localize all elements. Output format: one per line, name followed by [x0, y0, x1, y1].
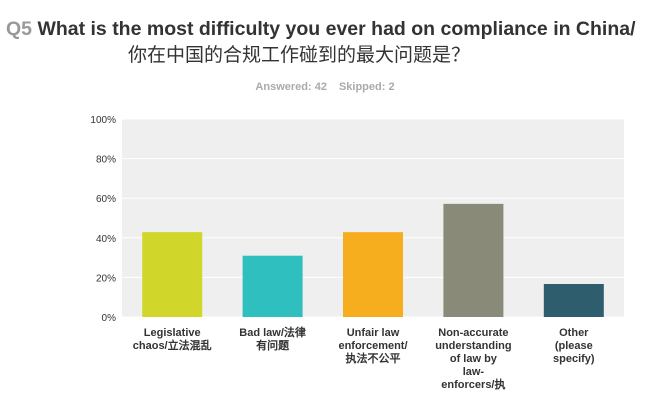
category-labels: Legislative chaos/立法混乱 Bad law/法律有问题 Unfair…: [133, 325, 595, 391]
y-tick-label: 0%: [102, 313, 117, 324]
category-label: Unfair law enforcement/执法不公平: [338, 327, 407, 365]
category-label: Legislative chaos/立法混乱: [133, 327, 212, 352]
y-axis-ticks: 0% 20% 40% 60% 80% 100%: [90, 115, 116, 324]
bar: [142, 232, 203, 317]
chart-title: Q5 What is the most difficulty you ever …: [6, 17, 646, 41]
bar: [443, 203, 504, 317]
question-number: Q5: [6, 18, 33, 40]
y-tick-label: 80%: [96, 155, 116, 166]
bar: [543, 283, 604, 317]
y-tick-label: 100%: [90, 115, 116, 126]
response-stats: Answered: 42 Skipped: 2: [0, 81, 650, 93]
skipped-count: Skipped: 2: [338, 81, 395, 93]
bars: [142, 203, 604, 317]
answered-count: Answered: 42: [255, 81, 327, 93]
question-title-cn: 你在中国的合规工作碰到的最大问题是？: [128, 44, 471, 66]
category-label: Non-accurate understanding of law by law-en…: [435, 327, 511, 391]
question-title-en: What is the most difficulty you ever had…: [37, 18, 636, 40]
y-tick-label: 20%: [96, 273, 116, 284]
bar: [242, 255, 303, 317]
bar: [343, 232, 403, 317]
category-label: Bad law/法律有问题: [239, 325, 306, 352]
y-tick-label: 60%: [96, 194, 116, 205]
y-tick-label: 40%: [96, 234, 116, 245]
category-label: Other (please specify): [553, 327, 595, 365]
